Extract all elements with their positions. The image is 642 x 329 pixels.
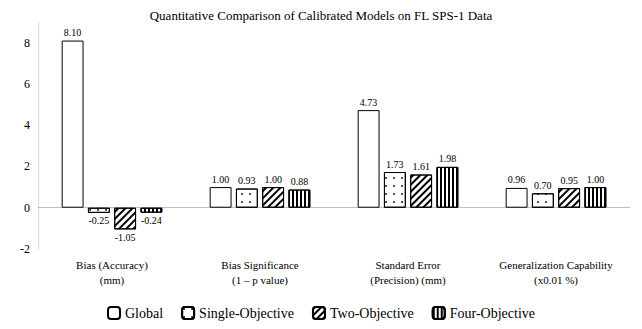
svg-text:Bias Significance: Bias Significance [221, 259, 298, 271]
svg-text:0.70: 0.70 [534, 180, 552, 191]
svg-text:-2: -2 [20, 242, 30, 256]
svg-text:4: 4 [24, 118, 30, 132]
svg-text:Quantitative Comparison of Cal: Quantitative Comparison of Calibrated Mo… [150, 8, 493, 23]
svg-text:0.95: 0.95 [560, 175, 578, 186]
svg-text:4.73: 4.73 [360, 97, 378, 108]
svg-text:1.00: 1.00 [264, 174, 282, 185]
svg-text:Single-Objective: Single-Objective [199, 306, 294, 321]
svg-text:Bias (Accuracy): Bias (Accuracy) [76, 259, 148, 272]
svg-text:1.00: 1.00 [587, 174, 605, 185]
svg-text:1.61: 1.61 [412, 161, 430, 172]
svg-text:(1 – p value): (1 – p value) [232, 274, 288, 287]
svg-text:8: 8 [24, 36, 30, 50]
svg-text:2: 2 [24, 159, 30, 173]
svg-text:6: 6 [24, 77, 30, 91]
svg-text:-0.24: -0.24 [141, 215, 162, 226]
svg-text:Four-Objective: Four-Objective [450, 306, 535, 321]
svg-text:(x0.01 %): (x0.01 %) [534, 274, 578, 287]
svg-text:0.93: 0.93 [238, 175, 256, 186]
svg-text:0: 0 [24, 201, 30, 215]
svg-text:-0.25: -0.25 [88, 215, 109, 226]
svg-text:0.88: 0.88 [291, 176, 309, 187]
svg-text:Generalization Capability: Generalization Capability [499, 259, 613, 271]
svg-text:8.10: 8.10 [64, 27, 82, 38]
svg-text:-1.05: -1.05 [115, 232, 136, 243]
svg-text:1.73: 1.73 [386, 159, 404, 170]
svg-text:(mm): (mm) [100, 274, 125, 287]
svg-text:(Precision) (mm): (Precision) (mm) [370, 274, 446, 287]
svg-text:1.98: 1.98 [439, 153, 457, 164]
svg-text:Two-Objective: Two-Objective [330, 306, 414, 321]
svg-text:0.96: 0.96 [508, 174, 526, 185]
svg-text:1.00: 1.00 [212, 174, 230, 185]
svg-text:Global: Global [125, 306, 163, 321]
svg-text:Standard Error: Standard Error [375, 259, 440, 271]
